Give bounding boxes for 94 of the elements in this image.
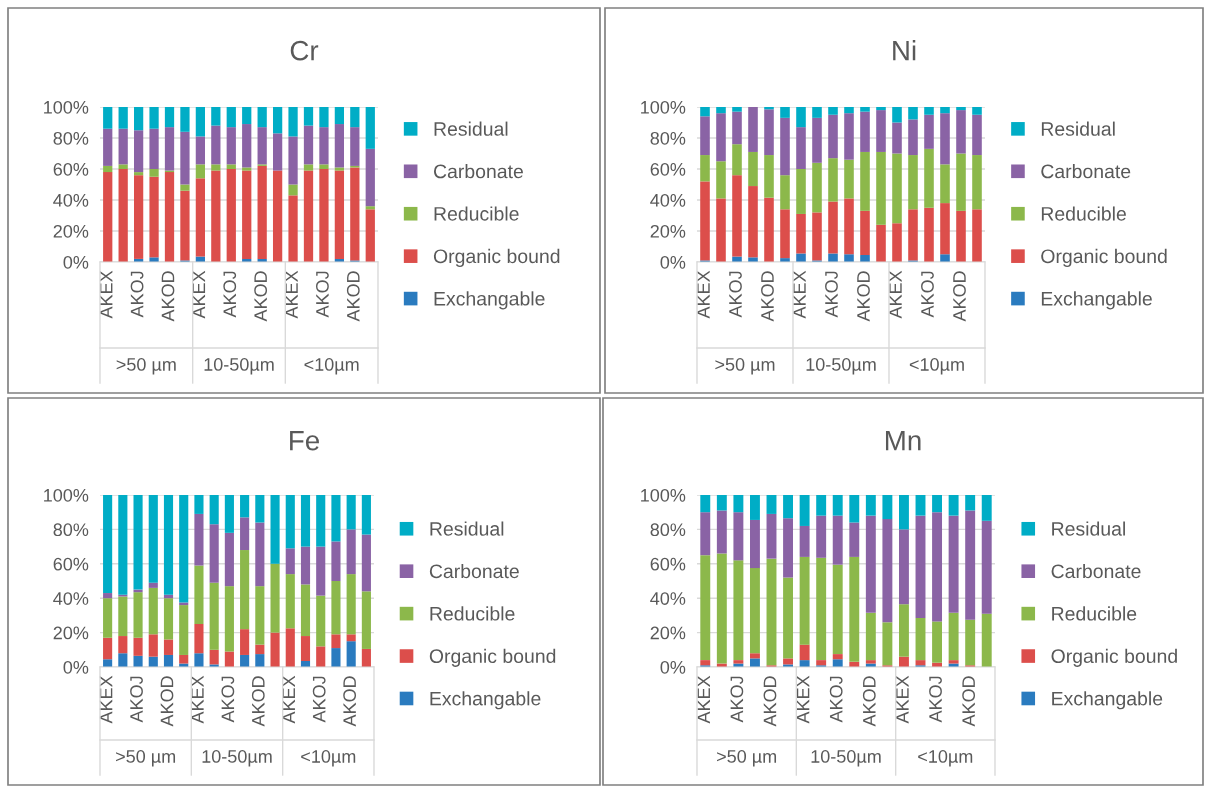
x-tick-label: AKEX — [192, 270, 206, 319]
y-tick-label: 60% — [53, 557, 89, 571]
legend-label: Reducible — [430, 606, 515, 621]
legend-label: Residual — [430, 521, 504, 536]
x-tick-label: AKOD — [763, 676, 777, 727]
text: 10-50µm — [202, 750, 272, 767]
x-tick-label: AKOJ — [130, 676, 143, 723]
x-tick-label: AKEX — [282, 675, 295, 724]
legend-label: Residual — [1052, 521, 1125, 536]
chart-title: Mn — [885, 431, 921, 451]
y-tick-label: 100% — [44, 488, 89, 502]
x-tick-label: AKOJ — [921, 271, 934, 318]
y-tick-label: 80% — [53, 523, 89, 537]
text: 10-50µm — [204, 358, 274, 375]
y-tick-label: 40% — [53, 193, 89, 207]
y-tick-label: 0% — [63, 255, 89, 269]
x-tick-label: AKOD — [160, 676, 174, 727]
y-tick-label: 80% — [650, 131, 686, 145]
text: <10µm — [918, 750, 973, 767]
y-tick-label: 0% — [660, 255, 686, 269]
x-tick-label: AKOJ — [221, 676, 235, 723]
y-tick-label: 20% — [650, 626, 686, 640]
y-tick-label: 100% — [641, 488, 686, 502]
text: <10µm — [304, 358, 359, 375]
x-tick-label: AKEX — [889, 270, 902, 319]
text: >50 µm — [717, 750, 777, 767]
x-tick-label: AKOJ — [316, 271, 329, 318]
text: <10µm — [301, 750, 356, 767]
x-tick-label: AKOD — [953, 271, 966, 322]
x-tick-label: AKOD — [161, 271, 175, 322]
y-tick-label: 20% — [53, 626, 89, 640]
x-tick-label: AKOD — [254, 271, 268, 322]
x-tick-label: AKOJ — [730, 676, 744, 723]
y-tick-label: 60% — [650, 557, 686, 571]
legend-label: Organic bound — [429, 648, 556, 667]
x-tick-label: AKEX — [697, 270, 710, 319]
x-tick-label: AKOJ — [829, 676, 843, 723]
x-tick-label: AKOD — [857, 271, 870, 322]
legend-label: Carbonate — [1051, 563, 1141, 579]
x-tick-label: AKOJ — [729, 271, 742, 318]
x-tick-label: AKOD — [761, 271, 774, 322]
x-tick-label: AKEX — [796, 675, 810, 724]
legend-label: Reducible — [1052, 606, 1137, 621]
legend-label: Exchangable — [434, 291, 545, 310]
legend-label: Carbonate — [429, 563, 519, 579]
y-tick-label: 40% — [650, 193, 686, 207]
chart-title: Ni — [893, 40, 916, 61]
y-tick-label: 40% — [53, 592, 89, 605]
text: <10µm — [909, 358, 964, 375]
y-tick-label: 0% — [63, 660, 89, 674]
legend-label: Reducible — [434, 206, 519, 221]
y-tick-label: 100% — [44, 100, 89, 114]
legend-label: Carbonate — [433, 164, 523, 179]
text: >50 µm — [116, 358, 176, 375]
x-tick-label: AKOD — [251, 676, 265, 727]
y-tick-label: 0% — [660, 660, 686, 674]
y-tick-label: 60% — [650, 162, 686, 176]
y-tick-label: 20% — [650, 224, 686, 238]
x-tick-label: AKOJ — [223, 271, 237, 318]
legend-label: Residual — [1041, 121, 1115, 136]
y-tick-label: 80% — [650, 523, 686, 537]
x-tick-label: AKOD — [862, 676, 876, 727]
text: 10-50µm — [811, 750, 881, 767]
x-tick-label: AKEX — [697, 675, 710, 724]
x-tick-label: AKOJ — [130, 271, 144, 318]
text: 10-50µm — [806, 358, 876, 375]
chart-title: Fe — [290, 431, 319, 451]
legend-label: Exchangable — [1041, 291, 1152, 310]
x-tick-label: AKOD — [962, 676, 976, 727]
y-tick-label: 40% — [650, 592, 686, 605]
x-tick-label: AKOJ — [312, 676, 326, 723]
x-tick-label: AKEX — [896, 675, 909, 724]
text: >50 µm — [715, 358, 775, 375]
x-tick-label: AKOJ — [825, 271, 838, 318]
x-tick-label: AKEX — [793, 270, 806, 319]
legend-label: Organic bound — [433, 248, 560, 267]
y-tick-label: 20% — [53, 224, 89, 238]
chart-title: Cr — [290, 40, 319, 61]
x-tick-label: AKEX — [99, 675, 113, 724]
x-tick-label: AKOJ — [929, 676, 942, 723]
legend-label: Organic bound — [1051, 648, 1177, 667]
text: >50 µm — [116, 750, 176, 767]
x-tick-label: AKOD — [343, 676, 357, 727]
x-tick-label: AKOD — [346, 271, 360, 322]
legend-label: Exchangable — [430, 691, 541, 710]
legend-label: Organic bound — [1041, 248, 1167, 267]
legend-label: Exchangable — [1052, 691, 1163, 710]
y-tick-label: 100% — [641, 100, 686, 114]
legend-label: Reducible — [1041, 206, 1126, 221]
x-tick-label: AKEX — [99, 270, 113, 319]
legend-label: Carbonate — [1041, 164, 1131, 179]
legend-label: Residual — [434, 121, 508, 136]
y-tick-label: 60% — [53, 162, 89, 176]
y-tick-label: 80% — [53, 131, 89, 145]
